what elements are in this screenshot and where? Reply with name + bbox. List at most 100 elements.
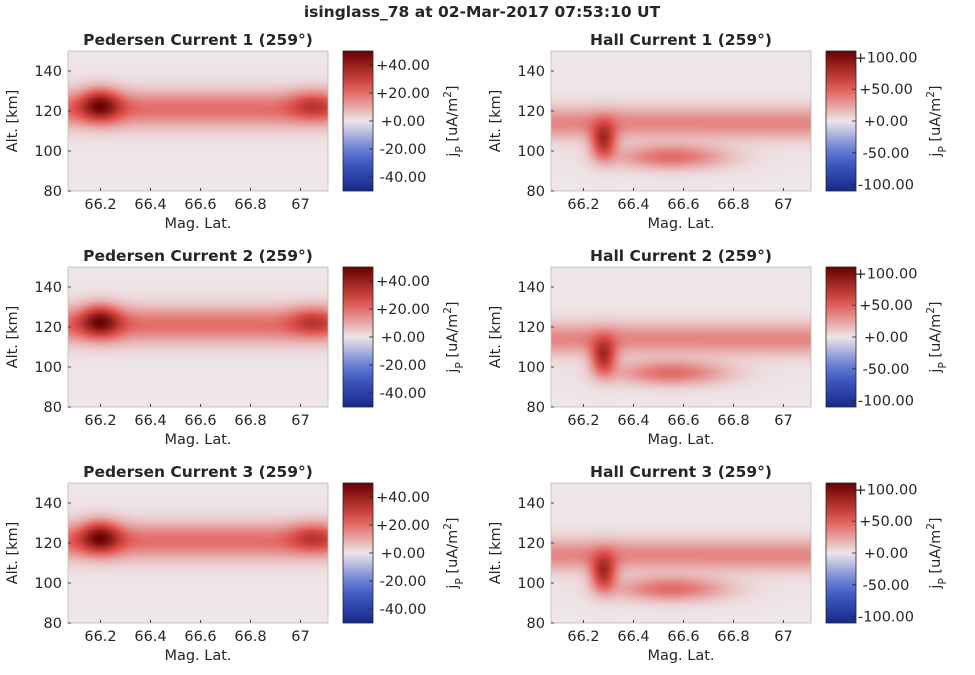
colorbar-tick-label: +40.00: [376, 490, 430, 506]
colorbar: [825, 266, 857, 408]
x-tick-label: 66.2: [567, 197, 599, 213]
x-tick-label: 66.2: [567, 629, 599, 645]
colorbar-tick-label: +0.00: [381, 546, 425, 562]
heatmap-image: [68, 267, 328, 407]
colorbar-tick-label: -50.00: [863, 578, 910, 594]
x-axis-label: Mag. Lat.: [647, 216, 714, 232]
chart-panel-5: Pedersen Current 3 (259°) 66.2 66.4 66.6 66.…: [5, 463, 466, 664]
y-axis-label: Alt. [km]: [488, 90, 504, 153]
colorbar-label: jP [uA/m2]: [925, 517, 949, 589]
colorbar-label: jP [uA/m2]: [442, 301, 466, 373]
y-tick-label: 140: [34, 496, 62, 512]
y-tick-label: 120: [517, 104, 545, 120]
y-tick-label: 140: [34, 64, 62, 80]
colorbar-label: jP [uA/m2]: [442, 85, 466, 157]
x-tick-label: 66.4: [134, 197, 166, 213]
y-tick-label: 100: [517, 576, 545, 592]
y-tick-label: 80: [527, 616, 545, 632]
x-tick-label: 66.4: [617, 629, 649, 645]
y-tick-label: 120: [34, 536, 62, 552]
colorbar-label: jP [uA/m2]: [925, 301, 949, 373]
x-axis-label: Mag. Lat.: [164, 432, 231, 448]
colorbar-tick-label: +100.00: [855, 266, 918, 282]
chart-panel-6: Hall Current 3 (259°) 66.2 66.4 66.6 66.8 67 8…: [488, 463, 949, 664]
x-tick-label: 66.2: [84, 413, 116, 429]
heatmap-image: [551, 267, 811, 407]
colorbar-tick-label: +100.00: [855, 50, 918, 66]
colorbar-tick-label: -40.00: [380, 602, 427, 618]
y-tick-label: 80: [44, 184, 62, 200]
y-axis-label: Alt. [km]: [5, 522, 21, 585]
y-axis-label: Alt. [km]: [488, 306, 504, 369]
x-tick-label: 66.6: [667, 197, 699, 213]
y-tick-label: 140: [517, 64, 545, 80]
y-tick-label: 80: [44, 616, 62, 632]
panel-title: Pedersen Current 1 (259°): [83, 31, 313, 49]
colorbar-tick-label: +0.00: [864, 330, 908, 346]
x-axis-label: Mag. Lat.: [647, 432, 714, 448]
x-tick-label: 66.6: [667, 629, 699, 645]
x-tick-label: 66.8: [234, 413, 266, 429]
colorbar: [342, 50, 374, 192]
plot-frame: [550, 482, 812, 624]
colorbar: [825, 50, 857, 192]
plot-frame: [67, 482, 329, 624]
y-axis-label: Alt. [km]: [5, 90, 21, 153]
y-tick-label: 100: [517, 360, 545, 376]
colorbar-tick-label: +0.00: [381, 330, 425, 346]
colorbar-tick-label: -50.00: [863, 146, 910, 162]
y-tick-label: 140: [517, 496, 545, 512]
y-tick-label: 140: [517, 280, 545, 296]
y-tick-label: 120: [34, 320, 62, 336]
x-axis-label: Mag. Lat.: [647, 648, 714, 664]
chart-panel-1: Pedersen Current 1 (259°) 66.2 66.4 66.6 66.…: [5, 31, 466, 232]
y-tick-label: 80: [527, 184, 545, 200]
x-tick-label: 66.8: [717, 413, 749, 429]
colorbar-tick-label: +50.00: [859, 298, 913, 314]
plot-frame: [550, 50, 812, 192]
y-tick-label: 120: [517, 536, 545, 552]
heatmap-image: [68, 483, 328, 623]
plot-frame: [550, 266, 812, 408]
y-tick-label: 80: [527, 400, 545, 416]
colorbar-tick-label: -20.00: [380, 142, 427, 158]
plot-frame: [67, 50, 329, 192]
y-tick-label: 120: [34, 104, 62, 120]
colorbar-tick-label: +40.00: [376, 58, 430, 74]
x-tick-label: 66.8: [717, 629, 749, 645]
colorbar-tick-label: +0.00: [864, 114, 908, 130]
chart-panel-3: Pedersen Current 2 (259°) 66.2 66.4 66.6 66.…: [5, 247, 466, 448]
colorbar-tick-label: +20.00: [376, 302, 430, 318]
x-tick-label: 66.6: [667, 413, 699, 429]
colorbar: [342, 482, 374, 624]
colorbar-tick-label: +20.00: [376, 518, 430, 534]
colorbar: [342, 266, 374, 408]
chart-panel-2: Hall Current 1 (259°) 66.2 66.4 66.6 66.8 67 8…: [488, 31, 949, 232]
plot-frame: [67, 266, 329, 408]
colorbar-tick-label: +0.00: [864, 546, 908, 562]
x-tick-label: 66.2: [567, 413, 599, 429]
x-axis-label: Mag. Lat.: [164, 648, 231, 664]
x-tick-label: 67: [291, 629, 309, 645]
colorbar-tick-label: +100.00: [855, 482, 918, 498]
x-tick-label: 66.6: [184, 413, 216, 429]
colorbar-tick-label: -40.00: [380, 386, 427, 402]
y-tick-label: 100: [34, 144, 62, 160]
panel-title: Hall Current 2 (259°): [590, 247, 772, 265]
x-tick-label: 67: [774, 197, 792, 213]
x-tick-label: 66.4: [134, 413, 166, 429]
colorbar-label: jP [uA/m2]: [925, 85, 949, 157]
colorbar-tick-label: +20.00: [376, 86, 430, 102]
x-tick-label: 66.4: [134, 629, 166, 645]
colorbar: [825, 482, 857, 624]
colorbar-tick-label: +40.00: [376, 274, 430, 290]
x-tick-label: 66.2: [84, 197, 116, 213]
colorbar-tick-label: -100.00: [858, 178, 914, 194]
colorbar-tick-label: +0.00: [381, 114, 425, 130]
y-tick-label: 140: [34, 280, 62, 296]
panel-title: Pedersen Current 2 (259°): [83, 247, 313, 265]
x-tick-label: 67: [774, 413, 792, 429]
colorbar-tick-label: -20.00: [380, 358, 427, 374]
x-axis-label: Mag. Lat.: [164, 216, 231, 232]
